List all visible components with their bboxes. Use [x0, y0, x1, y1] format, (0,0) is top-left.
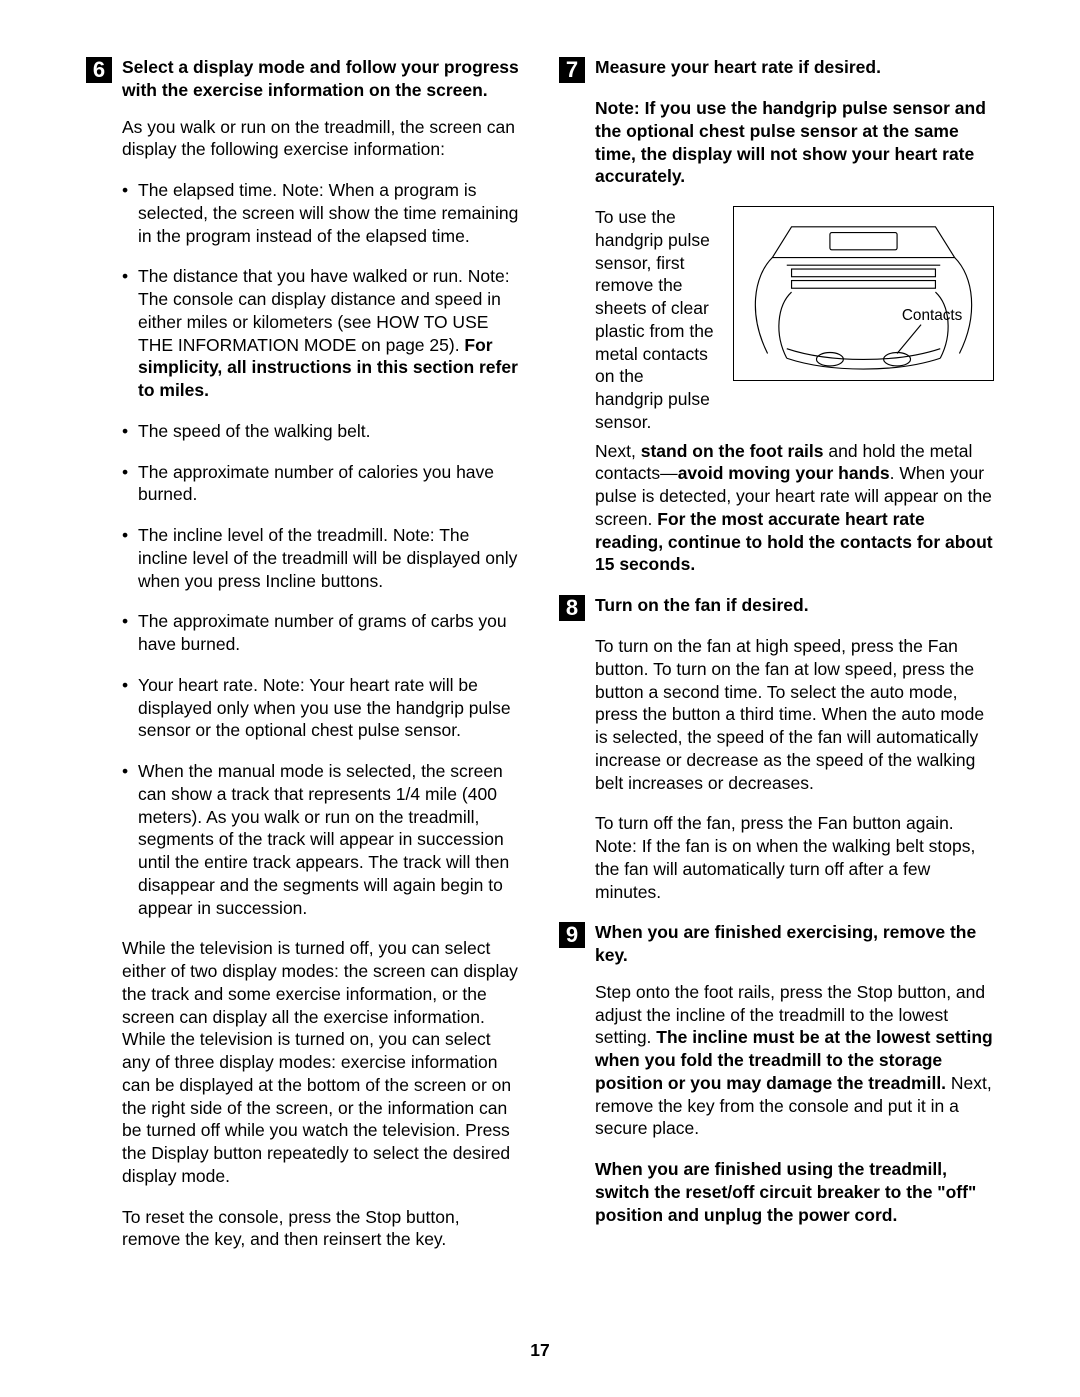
step-7-title: Measure your heart rate if desired. [595, 56, 881, 79]
step-8-title: Turn on the fan if desired. [595, 594, 809, 617]
bullet-heart-rate: Your heart rate. Note: Your heart rate w… [138, 674, 521, 742]
step-9-header: 9 When you are finished exercising, remo… [559, 921, 994, 967]
step-8-header: 8 Turn on the fan if desired. [559, 594, 994, 621]
step-6-number: 6 [86, 57, 112, 83]
bullet-calories: The approximate number of calories you h… [138, 461, 521, 507]
page-number: 17 [0, 1340, 1080, 1361]
step-7-after: Next, stand on the foot rails and hold t… [559, 440, 994, 577]
bullet-elapsed-time: The elapsed time. Note: When a program i… [138, 179, 521, 247]
step-9-p2: When you are finished using the treadmil… [559, 1158, 994, 1226]
bullet-speed: The speed of the walking belt. [138, 420, 521, 443]
bullet-carbs: The approximate number of grams of carbs… [138, 610, 521, 656]
step-8-p2: To turn off the fan, press the Fan butto… [559, 812, 994, 903]
step-8-number: 8 [559, 595, 585, 621]
step-7-header: 7 Measure your heart rate if desired. [559, 56, 994, 83]
contacts-label: Contacts [902, 307, 963, 324]
step-8-p1: To turn on the fan at high speed, press … [559, 635, 994, 794]
bullet-incline: The incline level of the treadmill. Note… [138, 524, 521, 592]
step-6-bullets: The elapsed time. Note: When a program i… [86, 179, 521, 919]
sensor-illustration-row: To use the handgrip pulse sensor, first … [559, 206, 994, 434]
step-7-note: Note: If you use the handgrip pulse sens… [559, 97, 994, 188]
step-9-p1: Step onto the foot rails, press the Stop… [559, 981, 994, 1140]
step-9-number: 9 [559, 922, 585, 948]
bullet-track: When the manual mode is selected, the sc… [138, 760, 521, 919]
step-6-header: 6 Select a display mode and follow your … [86, 56, 521, 102]
step-6-display-modes: While the television is turned off, you … [86, 937, 521, 1187]
step-6-intro: As you walk or run on the treadmill, the… [86, 116, 521, 162]
step-7-number: 7 [559, 57, 585, 83]
step-9-title: When you are finished exercising, remove… [595, 921, 994, 967]
sensor-side-text: To use the handgrip pulse sensor, first … [595, 206, 715, 434]
step-6-title: Select a display mode and follow your pr… [122, 56, 521, 102]
console-illustration: Contacts [733, 206, 994, 381]
right-column: 7 Measure your heart rate if desired. No… [559, 56, 994, 1269]
left-column: 6 Select a display mode and follow your … [86, 56, 521, 1269]
step-6-reset: To reset the console, press the Stop but… [86, 1206, 521, 1252]
bullet-distance: The distance that you have walked or run… [138, 265, 521, 402]
